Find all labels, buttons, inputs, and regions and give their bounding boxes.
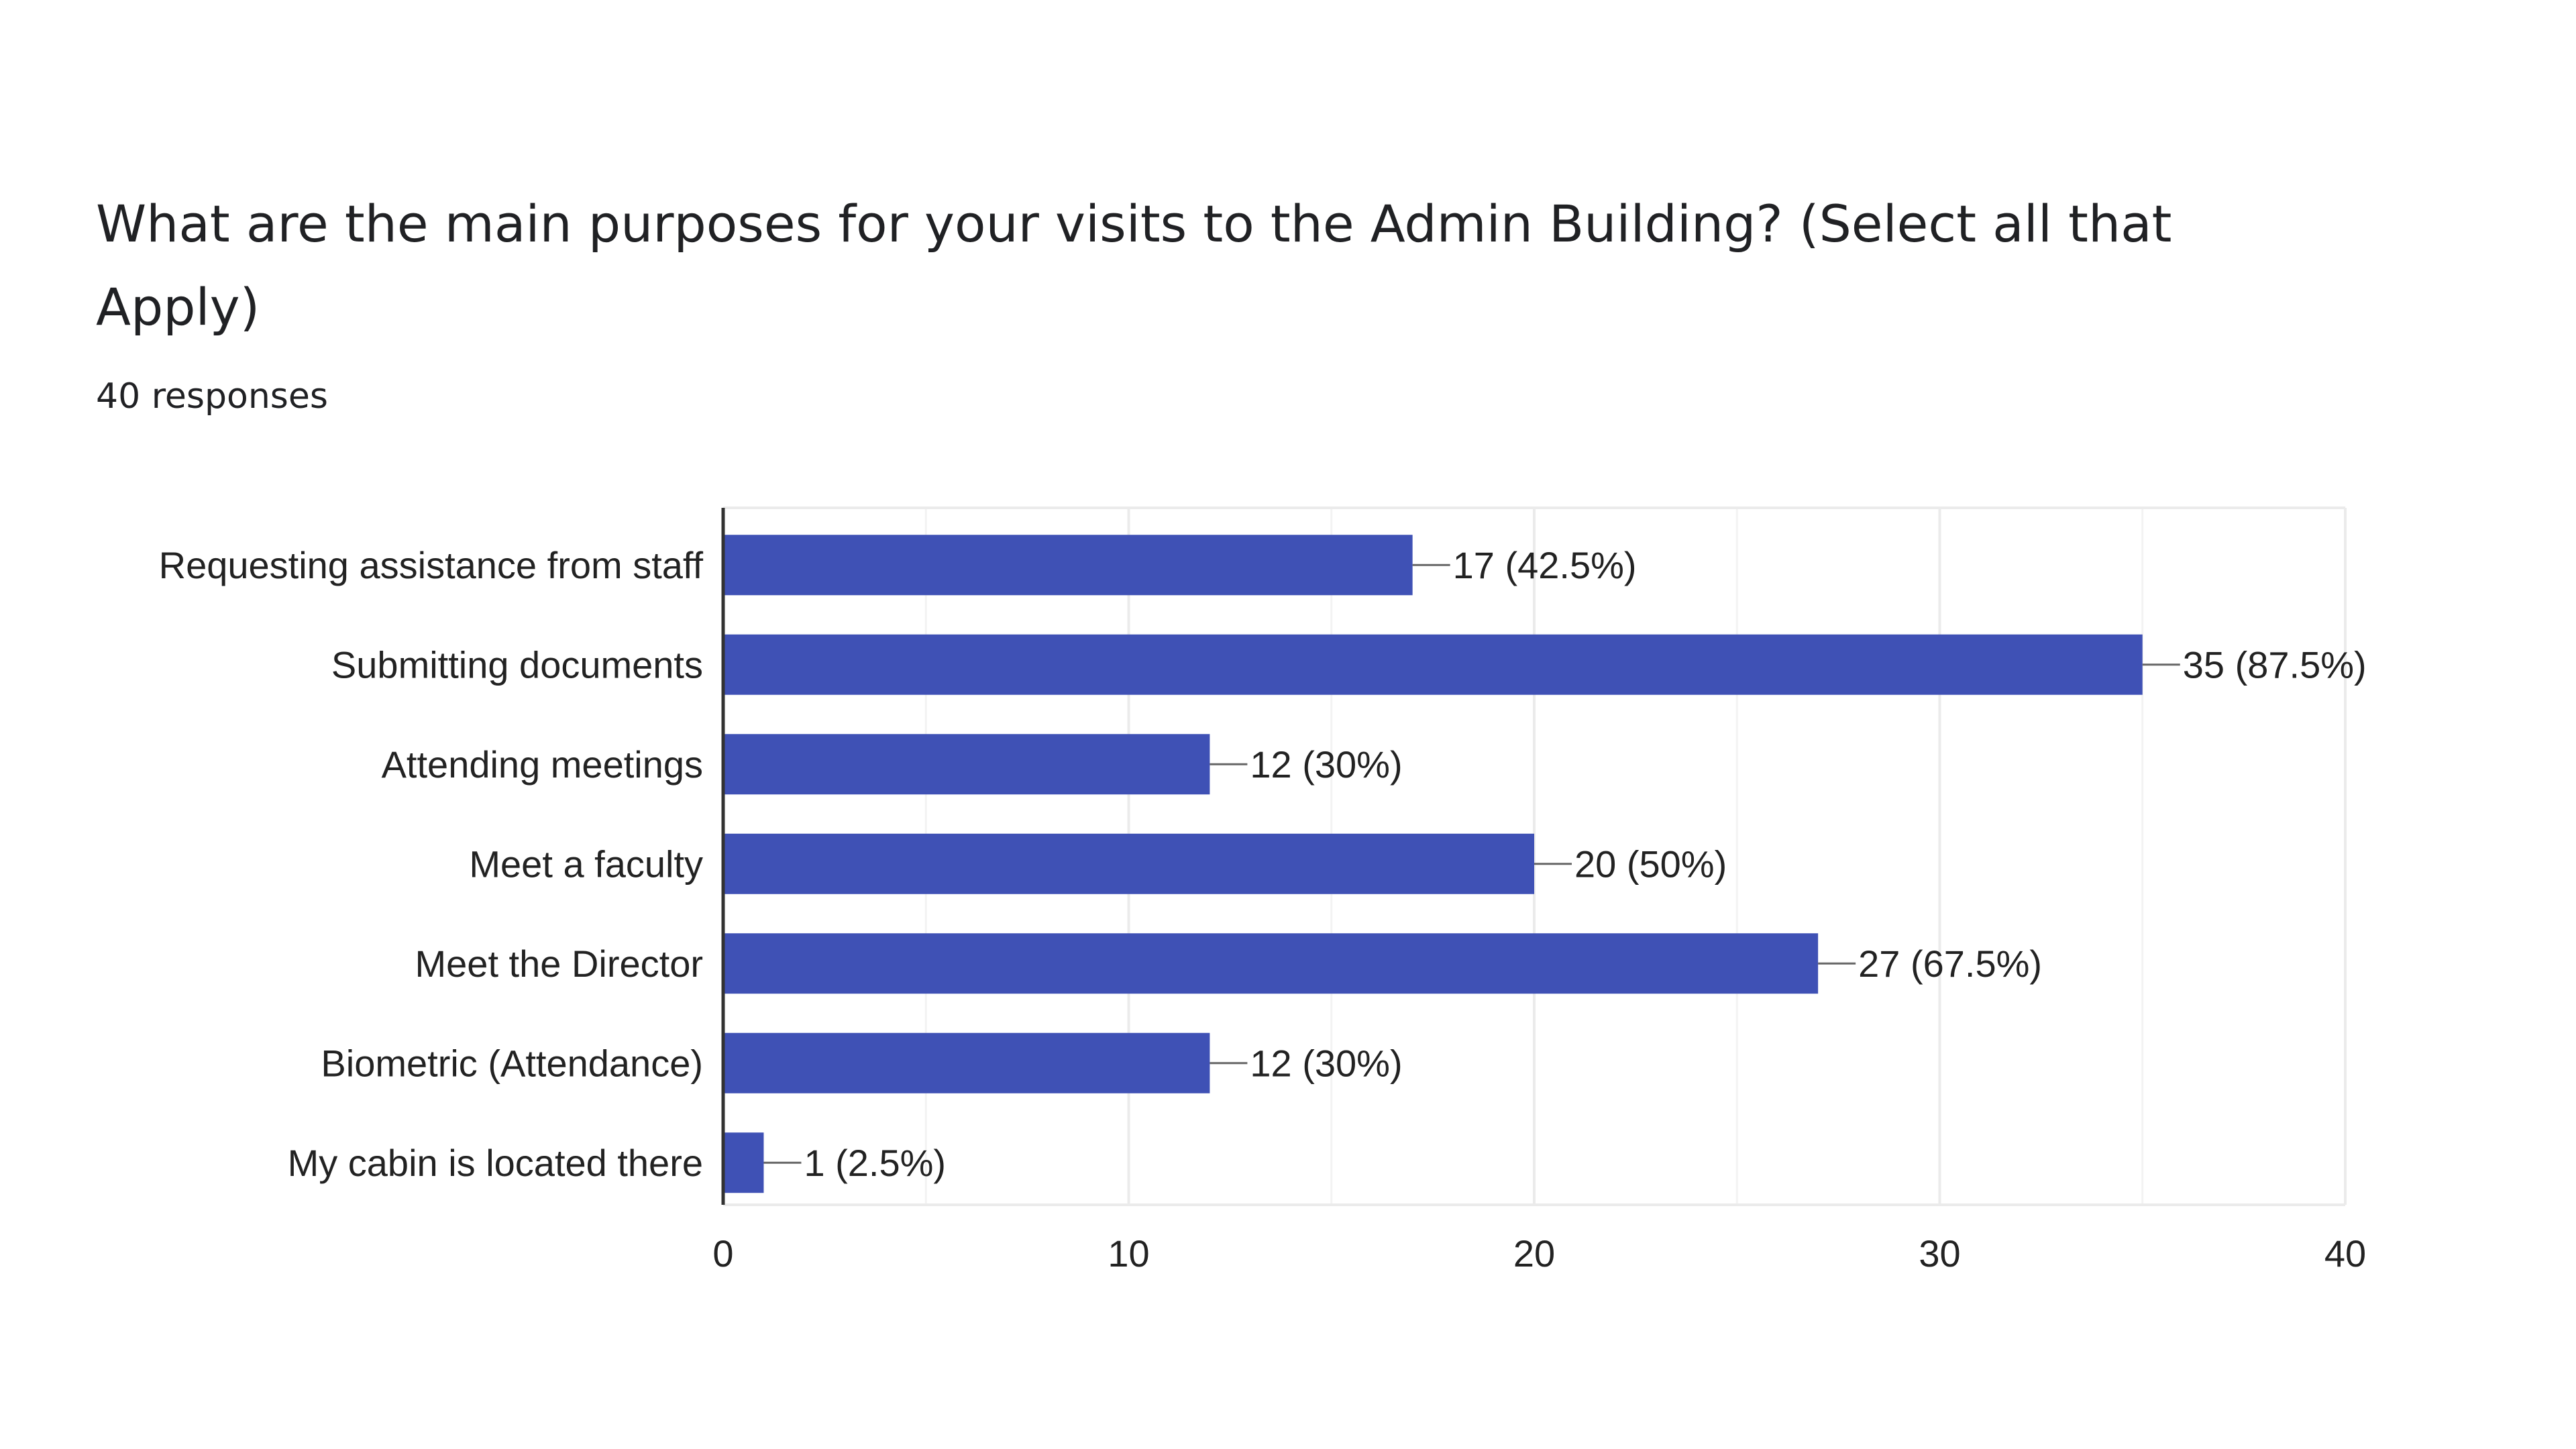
data-label: 27 (67.5%) [1858,943,2042,985]
x-tick-label: 20 [1513,1232,1555,1275]
category-label: Attending meetings [382,743,703,786]
bar [723,634,2143,695]
x-tick-label: 30 [1919,1232,1960,1275]
bar [723,1132,764,1193]
data-label: 12 (30%) [1250,743,1402,786]
bar [723,933,1819,994]
category-label: Meet a faculty [469,843,703,885]
bar [723,535,1413,596]
x-tick-label: 0 [712,1232,733,1275]
data-label: 1 (2.5%) [804,1142,946,1184]
bar [723,1032,1210,1093]
category-label: Biometric (Attendance) [321,1042,703,1084]
data-label: 17 (42.5%) [1453,544,1637,586]
data-label: 20 (50%) [1574,843,1727,885]
bar [723,734,1210,795]
category-label: Meet the Director [415,943,704,985]
response-count: 40 responses [96,376,328,417]
category-label: My cabin is located there [288,1142,703,1184]
data-label: 12 (30%) [1250,1042,1402,1084]
x-tick-label: 40 [2324,1232,2366,1275]
question-title: What are the main purposes for your visi… [96,194,2172,337]
category-label: Requesting assistance from staff [159,544,704,586]
x-tick-label: 10 [1108,1232,1149,1275]
bar [723,833,1534,894]
data-label: 35 (87.5%) [2183,643,2367,686]
category-label: Submitting documents [331,643,703,686]
